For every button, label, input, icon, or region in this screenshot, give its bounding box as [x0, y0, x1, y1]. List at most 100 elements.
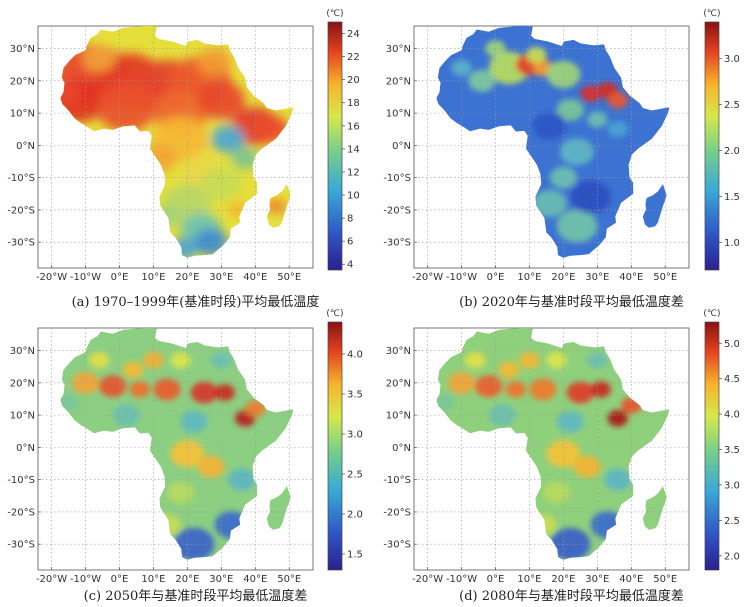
- field-patch: [436, 393, 455, 411]
- field-patch: [604, 468, 632, 491]
- lon-tick-label: 40°E: [243, 272, 267, 283]
- lon-tick-label: 50°E: [653, 272, 677, 283]
- lat-tick-label: -30°S: [383, 540, 411, 551]
- panel-caption: (b) 2020年与基准时段平均最低温度差: [459, 294, 684, 310]
- field-patch: [99, 375, 127, 398]
- lat-tick-label: 30°N: [386, 346, 411, 357]
- lat-tick-label: 10°N: [10, 411, 35, 422]
- lat-tick-label: -10°S: [383, 475, 411, 486]
- lon-tick-label: 20°E: [175, 272, 199, 283]
- lat-tick-label: -30°S: [7, 540, 35, 551]
- field-patch: [546, 352, 567, 369]
- colorbar-gradient: [704, 321, 720, 571]
- lon-tick-label: 20°E: [175, 574, 199, 585]
- field-patch: [570, 180, 611, 214]
- colorbar-gradient: [327, 21, 343, 271]
- colorbar-tick-label: 3.0: [724, 480, 740, 491]
- colorbar: (℃) 3.0 2.5 2.0 1.5 1.0: [703, 9, 740, 271]
- colorbar-tick-label: 1.5: [724, 192, 740, 203]
- lon-tick-label: 0°E: [487, 272, 505, 283]
- field-patch: [505, 381, 527, 398]
- map-panel-1: 30°N 20°N 10°N 0°N -10°S -20°S -30°S -20°W -10°W…: [7, 9, 359, 310]
- colorbar-tick-label: 3.0: [724, 54, 740, 65]
- lat-tick-label: 0°N: [16, 443, 35, 454]
- colorbar-tick-label: 3.5: [724, 445, 740, 456]
- colorbar-unit: (℃): [703, 309, 720, 319]
- colorbar-tick-label: 4.0: [347, 350, 363, 361]
- colorbar-unit: (℃): [326, 9, 343, 19]
- field-patch: [529, 378, 557, 401]
- lon-tick-label: 50°E: [277, 272, 301, 283]
- colorbar-unit: (℃): [326, 309, 343, 319]
- field-patch: [573, 455, 601, 478]
- lon-tick-label: 40°E: [243, 574, 267, 585]
- lon-tick-label: 10°E: [517, 272, 541, 283]
- lat-tick-label: -20°S: [383, 507, 411, 518]
- field-patch: [546, 440, 581, 468]
- lon-tick-label: -20°W: [412, 272, 443, 283]
- lon-tick-label: -10°W: [70, 574, 101, 585]
- lon-tick-label: 0°E: [487, 574, 505, 585]
- lon-tick-label: 50°E: [653, 574, 677, 585]
- lat-tick-label: 20°N: [10, 76, 35, 87]
- colorbar-tick-label: 2.0: [724, 146, 740, 157]
- map-panel-3: 30°N 20°N 10°N 0°N -10°S -20°S -30°S -20°W -10°W…: [7, 309, 363, 604]
- colorbar-tick-label: 2.5: [347, 470, 363, 481]
- field-patch: [475, 375, 503, 398]
- lat-tick-label: -10°S: [7, 475, 35, 486]
- lat-tick-label: 0°N: [392, 141, 411, 152]
- field-patch: [190, 381, 218, 404]
- field-patch: [197, 455, 225, 478]
- lon-tick-label: 0°E: [111, 574, 129, 585]
- field-patch: [60, 393, 79, 411]
- lat-tick-label: 10°N: [10, 109, 35, 120]
- lon-tick-label: -10°W: [70, 272, 101, 283]
- field-patch: [180, 410, 208, 433]
- lon-tick-label: 20°E: [551, 272, 575, 283]
- lon-tick-label: -20°W: [36, 272, 67, 283]
- field-patch: [590, 381, 611, 398]
- field-patch: [559, 138, 594, 166]
- lat-tick-label: -10°S: [7, 173, 35, 184]
- field-patch: [200, 167, 242, 201]
- lon-tick-label: 30°E: [585, 574, 609, 585]
- colorbar-tick-label: 2.0: [724, 551, 740, 562]
- panel-caption: (d) 2080年与基准时段平均最低温度差: [459, 588, 684, 604]
- lon-tick-label: 20°E: [551, 574, 575, 585]
- lon-tick-label: 50°E: [277, 574, 301, 585]
- lat-tick-label: -30°S: [383, 238, 411, 249]
- colorbar-unit: (℃): [703, 9, 720, 19]
- field-patch: [231, 147, 259, 170]
- field-patch: [526, 46, 547, 64]
- lon-tick-label: -20°W: [36, 574, 67, 585]
- field-patch: [580, 85, 601, 102]
- lon-tick-label: 30°E: [209, 272, 233, 283]
- map-panel-4: 30°N 20°N 10°N 0°N -10°S -20°S -30°S -20°W -10°W…: [383, 309, 740, 604]
- field-patch: [464, 352, 486, 369]
- lat-tick-label: 30°N: [10, 44, 35, 55]
- field-patch: [82, 44, 117, 72]
- field-patch: [214, 384, 235, 401]
- panel-caption: (a) 1970–1999年(基准时段)平均最低温度: [72, 294, 320, 310]
- field-patch: [197, 81, 246, 120]
- colorbar-tick-label: 8: [347, 214, 353, 225]
- lat-tick-label: 0°N: [392, 443, 411, 454]
- lat-tick-label: 10°N: [386, 109, 411, 120]
- colorbar-tick-label: 18: [347, 98, 360, 109]
- colorbar: (℃) 24 22 20 18 16 14 12 10 8 6 4: [326, 9, 359, 271]
- colorbar-tick-label: 1.0: [724, 238, 740, 249]
- lon-tick-label: -10°W: [446, 272, 477, 283]
- colorbar-tick-label: 6: [347, 237, 353, 248]
- graticule: [414, 26, 689, 268]
- lon-tick-label: 40°E: [619, 272, 643, 283]
- graticule: [414, 328, 689, 570]
- colorbar: (℃) 4.0 3.5 3.0 2.5 2.0 1.5: [326, 309, 363, 571]
- field-patch: [197, 47, 232, 76]
- colorbar-tick-label: 1.5: [347, 550, 363, 561]
- field-patch: [532, 112, 567, 140]
- colorbar-tick-label: 5.0: [724, 339, 740, 350]
- colorbar-tick-label: 3.5: [347, 390, 363, 401]
- field-patch: [607, 410, 628, 427]
- colorbar-tick-label: 12: [347, 167, 360, 178]
